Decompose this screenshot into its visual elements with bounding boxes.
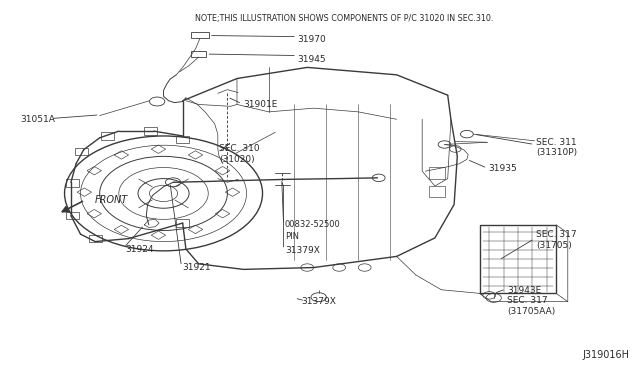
Text: SEC. 311: SEC. 311 bbox=[536, 138, 577, 147]
Text: (31705): (31705) bbox=[536, 241, 572, 250]
Text: (31705AA): (31705AA) bbox=[507, 307, 556, 316]
Text: NOTE;THIS ILLUSTRATION SHOWS COMPONENTS OF P/C 31020 IN SEC.310.: NOTE;THIS ILLUSTRATION SHOWS COMPONENTS … bbox=[195, 14, 494, 23]
Text: 00832-52500: 00832-52500 bbox=[285, 221, 340, 230]
Bar bbox=[188, 151, 203, 159]
Bar bbox=[77, 188, 92, 196]
Bar bbox=[176, 136, 189, 143]
Text: 31379X: 31379X bbox=[301, 297, 336, 306]
Bar bbox=[67, 212, 79, 219]
Bar bbox=[145, 128, 157, 135]
Text: SEC. 317: SEC. 317 bbox=[507, 296, 548, 305]
Bar bbox=[429, 186, 445, 197]
Text: 31924: 31924 bbox=[125, 244, 154, 253]
Bar bbox=[66, 179, 79, 187]
Bar bbox=[191, 51, 206, 57]
Bar bbox=[429, 167, 445, 179]
Text: 31943E: 31943E bbox=[507, 286, 541, 295]
Bar bbox=[479, 225, 556, 294]
Text: SEC. 317: SEC. 317 bbox=[536, 230, 577, 240]
Text: (31020): (31020) bbox=[219, 155, 255, 164]
Text: PIN: PIN bbox=[285, 231, 299, 241]
Text: 31379X: 31379X bbox=[285, 246, 320, 255]
Bar bbox=[191, 32, 209, 38]
Bar bbox=[87, 209, 102, 218]
Text: 31935: 31935 bbox=[488, 164, 516, 173]
Bar bbox=[101, 132, 114, 140]
Bar bbox=[216, 209, 230, 218]
Text: 31921: 31921 bbox=[182, 263, 211, 272]
Bar bbox=[89, 235, 102, 242]
Bar bbox=[176, 219, 189, 227]
Bar bbox=[114, 225, 129, 234]
Bar bbox=[188, 225, 203, 234]
Bar bbox=[114, 151, 129, 159]
Text: SEC. 310: SEC. 310 bbox=[219, 144, 260, 153]
Text: 31051A: 31051A bbox=[20, 115, 55, 124]
Bar bbox=[225, 188, 240, 196]
Bar bbox=[216, 167, 230, 175]
Bar bbox=[151, 145, 166, 153]
Bar bbox=[76, 148, 88, 155]
Text: FRONT: FRONT bbox=[95, 195, 129, 205]
Text: (31310P): (31310P) bbox=[536, 148, 577, 157]
Bar bbox=[87, 167, 102, 175]
Text: J319016H: J319016H bbox=[583, 350, 630, 360]
Text: 31970: 31970 bbox=[298, 35, 326, 44]
Text: 31901E: 31901E bbox=[243, 100, 278, 109]
Text: 31945: 31945 bbox=[298, 55, 326, 64]
Bar bbox=[151, 231, 166, 239]
